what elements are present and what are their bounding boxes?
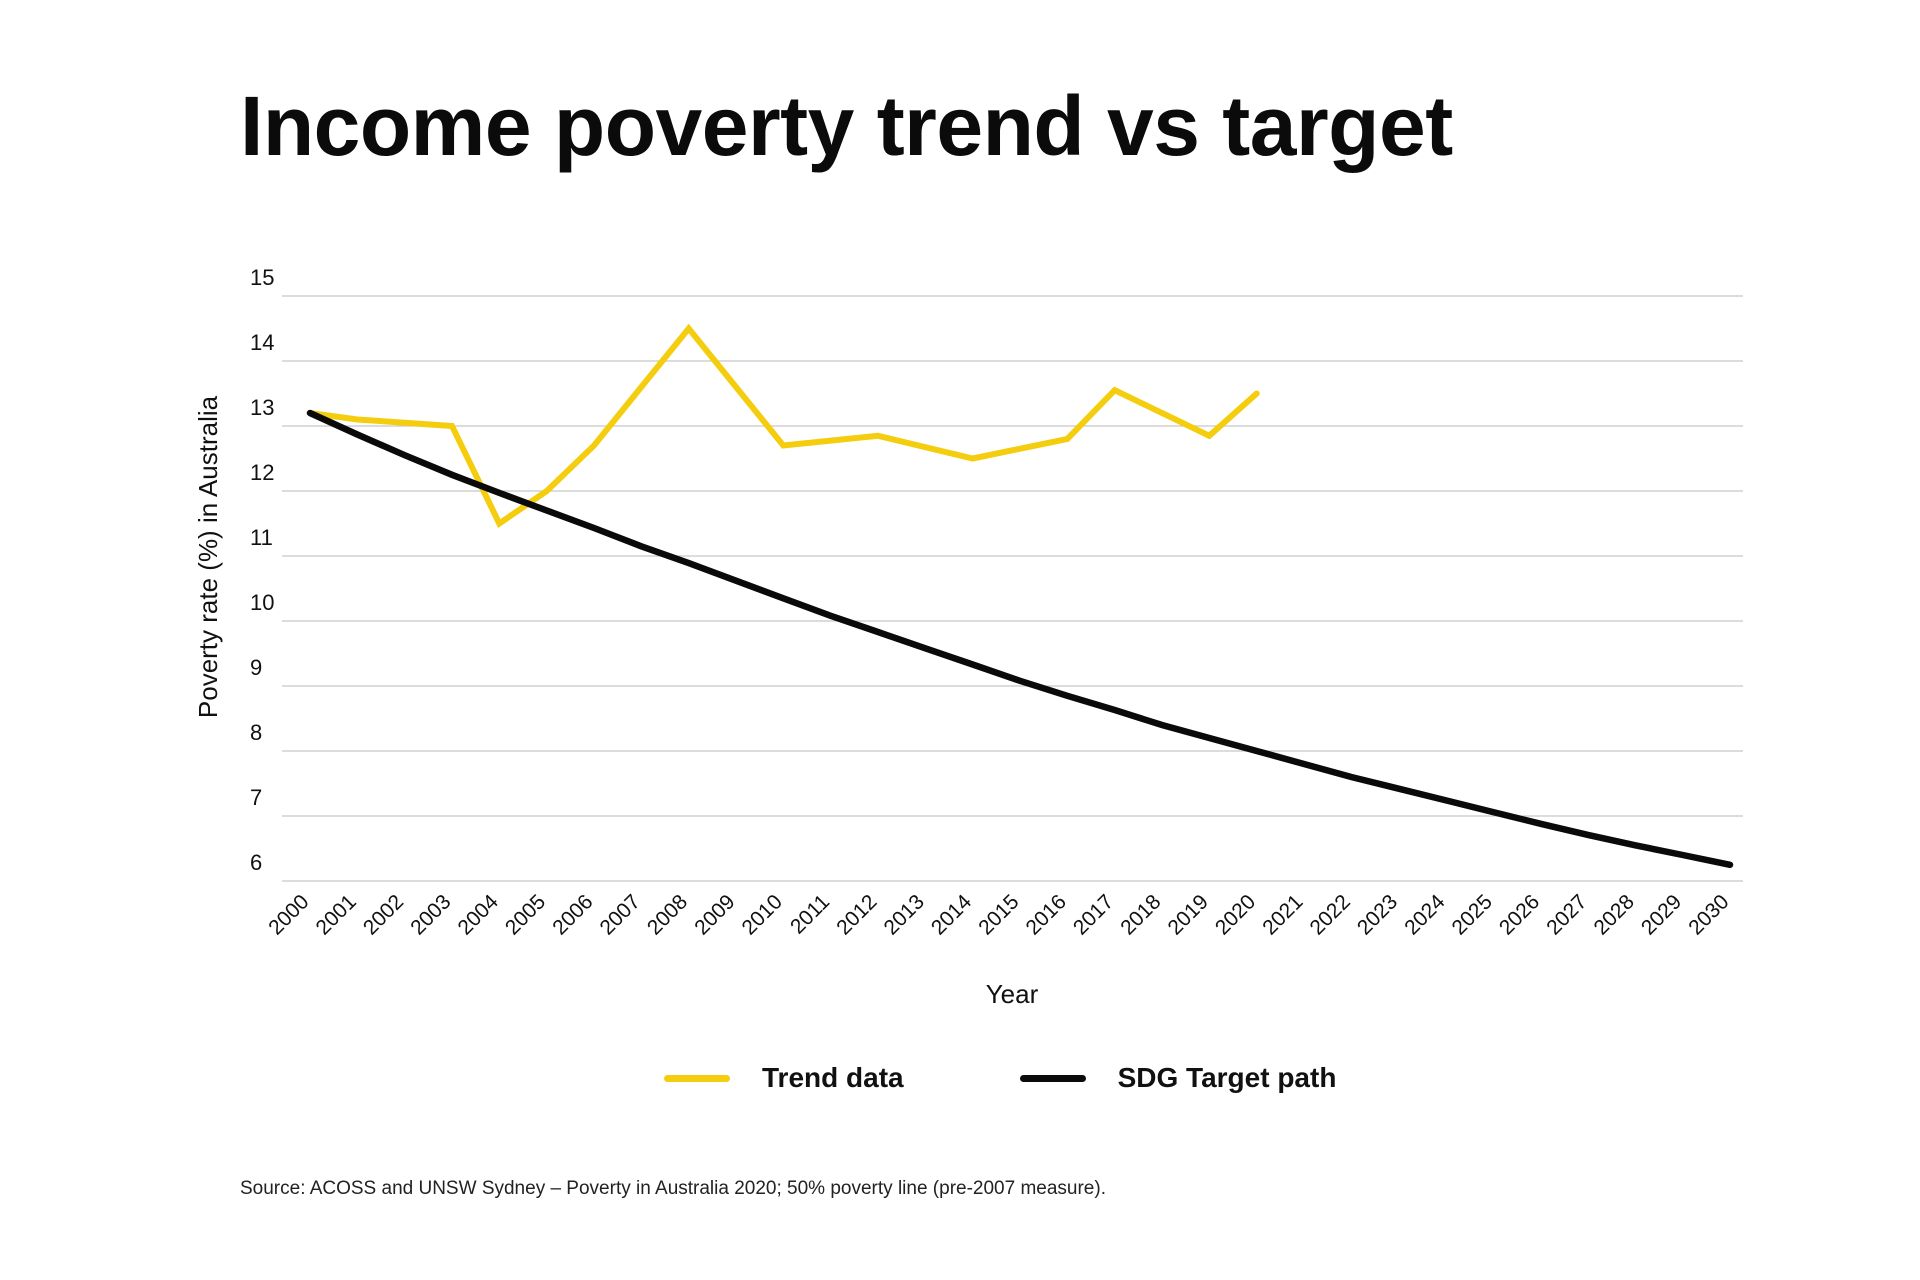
grid-lines [282, 295, 1743, 882]
x-tick-label: 2028 [1590, 890, 1639, 939]
x-tick-label: 2013 [880, 890, 929, 939]
x-tick-label: 2027 [1542, 890, 1591, 939]
legend-item-target: SDG Target path [1019, 1062, 1337, 1094]
x-tick-label: 2022 [1306, 890, 1355, 939]
chart-title: Income poverty trend vs target [240, 79, 1453, 173]
x-tick-label: 2017 [1069, 890, 1118, 939]
legend-label-trend: Trend data [762, 1062, 904, 1093]
y-tick-label: 15 [250, 265, 274, 290]
x-tick-label: 2012 [832, 890, 881, 939]
y-tick-label: 12 [250, 460, 274, 485]
legend-swatch-trend [664, 1074, 730, 1082]
y-axis-title: Poverty rate (%) in Australia [193, 395, 223, 718]
x-tick-label: 2000 [264, 890, 313, 939]
x-tick-label: 2025 [1448, 890, 1497, 939]
y-tick-label: 10 [250, 590, 274, 615]
x-tick-label: 2029 [1637, 890, 1686, 939]
x-tick-label: 2004 [454, 890, 504, 940]
y-tick-label: 14 [250, 330, 274, 355]
x-tick-label: 2006 [548, 890, 597, 939]
y-tick-label: 7 [250, 785, 262, 810]
x-tick-label: 2015 [974, 890, 1023, 939]
legend-item-trend: Trend data [664, 1062, 904, 1094]
x-tick-label: 2023 [1353, 890, 1402, 939]
source-note: Source: ACOSS and UNSW Sydney – Poverty … [240, 1178, 1106, 1199]
x-tick-label: 2010 [738, 890, 787, 939]
x-tick-label: 2002 [359, 890, 408, 939]
x-tick-label: 2011 [786, 890, 834, 938]
x-tick-label: 2016 [1022, 890, 1071, 939]
legend-label-target: SDG Target path [1117, 1062, 1337, 1093]
trend-data-line [307, 323, 1260, 528]
y-tick-label: 6 [250, 850, 262, 875]
x-tick-label: 2024 [1400, 890, 1450, 940]
legend-swatch-target [1019, 1074, 1086, 1082]
x-tick-label: 2021 [1258, 890, 1307, 939]
y-axis-ticks: 6 7 8 9 10 11 12 13 14 15 [250, 265, 274, 875]
x-tick-label: 2014 [927, 890, 977, 940]
x-tick-label: 2026 [1495, 890, 1544, 939]
x-tick-label: 2005 [501, 890, 550, 939]
x-tick-label: 2020 [1211, 890, 1260, 939]
y-tick-label: 11 [250, 525, 273, 550]
y-tick-label: 13 [250, 395, 274, 420]
x-tick-label: 2008 [643, 890, 692, 939]
x-tick-label: 2003 [406, 890, 455, 939]
x-tick-label: 2001 [312, 890, 361, 939]
x-tick-label: 2030 [1684, 890, 1733, 939]
series-lines [306, 323, 1734, 869]
x-axis-ticks: 2000200120022003200420052006200720082009… [264, 890, 1733, 940]
x-tick-label: 2007 [596, 890, 645, 939]
y-tick-label: 9 [250, 655, 262, 680]
y-tick-label: 8 [250, 720, 262, 745]
sdg-target-path-line [306, 409, 1734, 869]
x-tick-label: 2018 [1116, 890, 1165, 939]
x-tick-label: 2009 [690, 890, 739, 939]
legend: Trend data SDG Target path [664, 1062, 1452, 1094]
x-tick-label: 2019 [1164, 890, 1213, 939]
x-axis-title: Year [986, 979, 1039, 1009]
